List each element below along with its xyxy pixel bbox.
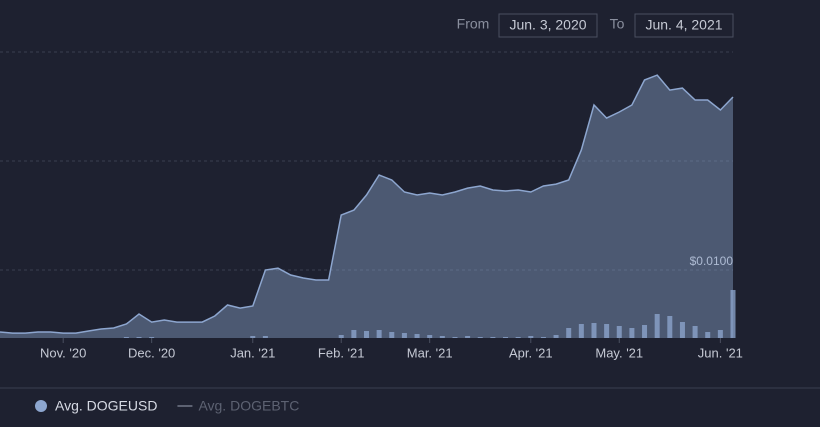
volume-bar — [730, 290, 736, 338]
volume-bar — [528, 336, 534, 338]
x-tick-label: Dec. '20 — [128, 345, 175, 360]
volume-bar — [692, 326, 698, 338]
area-line — [0, 74, 734, 334]
from-value[interactable]: Jun. 3, 2020 — [509, 17, 586, 33]
volume-bar — [591, 323, 597, 338]
volume-bar — [414, 334, 420, 338]
from-input[interactable] — [498, 13, 598, 38]
volume-bar — [136, 337, 142, 338]
volume-bar — [578, 324, 584, 338]
volume-bar — [717, 330, 723, 338]
x-tick-label: Nov. '20 — [40, 345, 86, 360]
volume-bar — [364, 331, 369, 338]
legend-label[interactable]: Avg. DOGEBTC — [198, 398, 299, 414]
volume-bar — [667, 316, 673, 338]
volume-bar — [654, 314, 660, 338]
volume-bar — [351, 330, 357, 338]
to-label: To — [610, 16, 625, 32]
y-tick-label: $0.0100 — [690, 254, 734, 268]
volume-bar — [149, 337, 155, 338]
x-tick-label: Mar. '21 — [407, 345, 453, 360]
volume-bar — [338, 335, 344, 338]
volume-bar — [515, 337, 521, 338]
volume-bar — [427, 335, 433, 338]
x-tick-label: May. '21 — [595, 345, 643, 360]
volume-bar — [616, 326, 622, 338]
volume-bar — [553, 335, 559, 338]
volume-bar — [490, 337, 496, 338]
volume-bar — [465, 336, 471, 338]
to-value[interactable]: Jun. 4, 2021 — [645, 17, 722, 33]
x-tick-label: Jun. '21 — [698, 345, 743, 360]
volume-bar — [566, 328, 572, 338]
x-tick-label: Feb. '21 — [318, 345, 365, 360]
volume-bar — [477, 337, 483, 338]
volume-bar — [629, 328, 635, 338]
volume-bar — [262, 336, 268, 338]
x-tick-label: Jan. '21 — [230, 345, 275, 360]
volume-bar — [679, 322, 685, 338]
volume-bar — [452, 337, 458, 338]
volume-bar — [401, 333, 407, 338]
legend-label[interactable]: Avg. DOGEUSD — [55, 398, 157, 414]
volume-bar — [540, 337, 546, 338]
volume-bar — [503, 337, 509, 338]
volume-bar — [604, 324, 610, 338]
volume-bar — [705, 332, 711, 338]
from-label: From — [457, 16, 490, 32]
volume-bar — [123, 337, 129, 338]
volume-bar — [439, 336, 445, 338]
legend-marker[interactable] — [35, 400, 47, 412]
x-tick-label: Apr. '21 — [509, 345, 553, 360]
to-input[interactable] — [634, 13, 734, 38]
area-fill — [0, 75, 733, 338]
volume-bar — [389, 332, 395, 338]
volume-bar — [250, 336, 256, 338]
volume-bar — [376, 330, 382, 338]
volume-bar — [642, 325, 648, 338]
